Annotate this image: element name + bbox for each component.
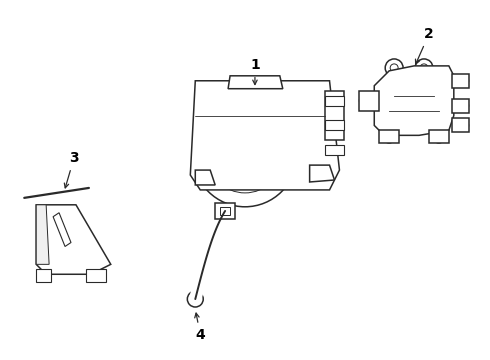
Circle shape <box>359 94 373 108</box>
Circle shape <box>187 291 203 307</box>
Text: 2: 2 <box>416 27 434 64</box>
Circle shape <box>415 59 433 77</box>
Text: 1: 1 <box>250 58 260 85</box>
Circle shape <box>319 86 329 96</box>
Circle shape <box>265 78 275 88</box>
Polygon shape <box>324 145 344 155</box>
Circle shape <box>200 86 210 96</box>
Polygon shape <box>452 118 469 132</box>
Polygon shape <box>324 91 344 140</box>
Polygon shape <box>196 170 215 185</box>
Circle shape <box>37 206 49 218</box>
Polygon shape <box>359 91 379 111</box>
Circle shape <box>459 100 469 111</box>
Polygon shape <box>36 269 51 282</box>
Polygon shape <box>228 76 283 89</box>
Polygon shape <box>220 207 230 215</box>
Circle shape <box>235 78 245 88</box>
Circle shape <box>90 260 102 272</box>
Polygon shape <box>53 213 71 247</box>
Circle shape <box>315 165 324 175</box>
Polygon shape <box>374 66 454 135</box>
Polygon shape <box>36 205 49 264</box>
Circle shape <box>196 172 208 184</box>
Polygon shape <box>310 165 335 182</box>
Polygon shape <box>429 130 449 143</box>
Circle shape <box>200 165 210 175</box>
Polygon shape <box>324 96 344 105</box>
Circle shape <box>313 169 322 179</box>
Circle shape <box>383 131 395 143</box>
Circle shape <box>223 133 267 177</box>
Circle shape <box>459 121 469 130</box>
Polygon shape <box>190 81 340 190</box>
Circle shape <box>459 76 469 86</box>
Circle shape <box>390 64 398 72</box>
Polygon shape <box>452 99 469 113</box>
Polygon shape <box>215 203 235 219</box>
Text: 4: 4 <box>195 313 205 342</box>
Polygon shape <box>379 130 399 143</box>
Circle shape <box>420 64 428 72</box>
Circle shape <box>385 59 403 77</box>
Polygon shape <box>36 205 111 274</box>
Polygon shape <box>452 74 469 88</box>
Circle shape <box>433 131 445 143</box>
Circle shape <box>193 104 297 207</box>
Circle shape <box>192 296 198 302</box>
Polygon shape <box>86 269 106 282</box>
Polygon shape <box>324 121 344 130</box>
Text: 3: 3 <box>64 151 79 188</box>
Circle shape <box>207 117 283 193</box>
